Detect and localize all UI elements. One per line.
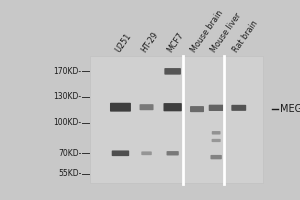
Text: 100KD-: 100KD- — [53, 118, 82, 127]
Text: Mouse brain: Mouse brain — [190, 8, 225, 54]
Bar — [91, 57, 182, 183]
FancyBboxPatch shape — [212, 131, 220, 135]
Bar — [224, 56, 264, 184]
FancyBboxPatch shape — [112, 150, 129, 156]
FancyBboxPatch shape — [110, 103, 131, 112]
FancyBboxPatch shape — [164, 103, 182, 111]
Bar — [90, 56, 183, 184]
Text: MCF7: MCF7 — [165, 31, 185, 54]
FancyBboxPatch shape — [167, 151, 179, 155]
Bar — [184, 57, 224, 183]
FancyBboxPatch shape — [190, 106, 204, 112]
FancyBboxPatch shape — [141, 151, 152, 155]
FancyBboxPatch shape — [211, 155, 222, 159]
Text: Rat brain: Rat brain — [231, 19, 260, 54]
Text: 70KD-: 70KD- — [58, 149, 82, 158]
Text: MEGF10: MEGF10 — [280, 104, 300, 114]
Text: 170KD-: 170KD- — [53, 67, 82, 76]
Text: U251: U251 — [113, 31, 133, 54]
FancyBboxPatch shape — [164, 68, 181, 75]
Text: HT-29: HT-29 — [139, 30, 160, 54]
Bar — [225, 57, 263, 183]
Text: 55KD-: 55KD- — [58, 169, 82, 178]
FancyBboxPatch shape — [209, 105, 224, 111]
FancyBboxPatch shape — [140, 104, 154, 110]
Text: 130KD-: 130KD- — [53, 92, 82, 101]
Bar — [183, 56, 224, 184]
FancyBboxPatch shape — [212, 139, 221, 142]
FancyBboxPatch shape — [231, 105, 246, 111]
Text: Mouse liver: Mouse liver — [209, 11, 243, 54]
